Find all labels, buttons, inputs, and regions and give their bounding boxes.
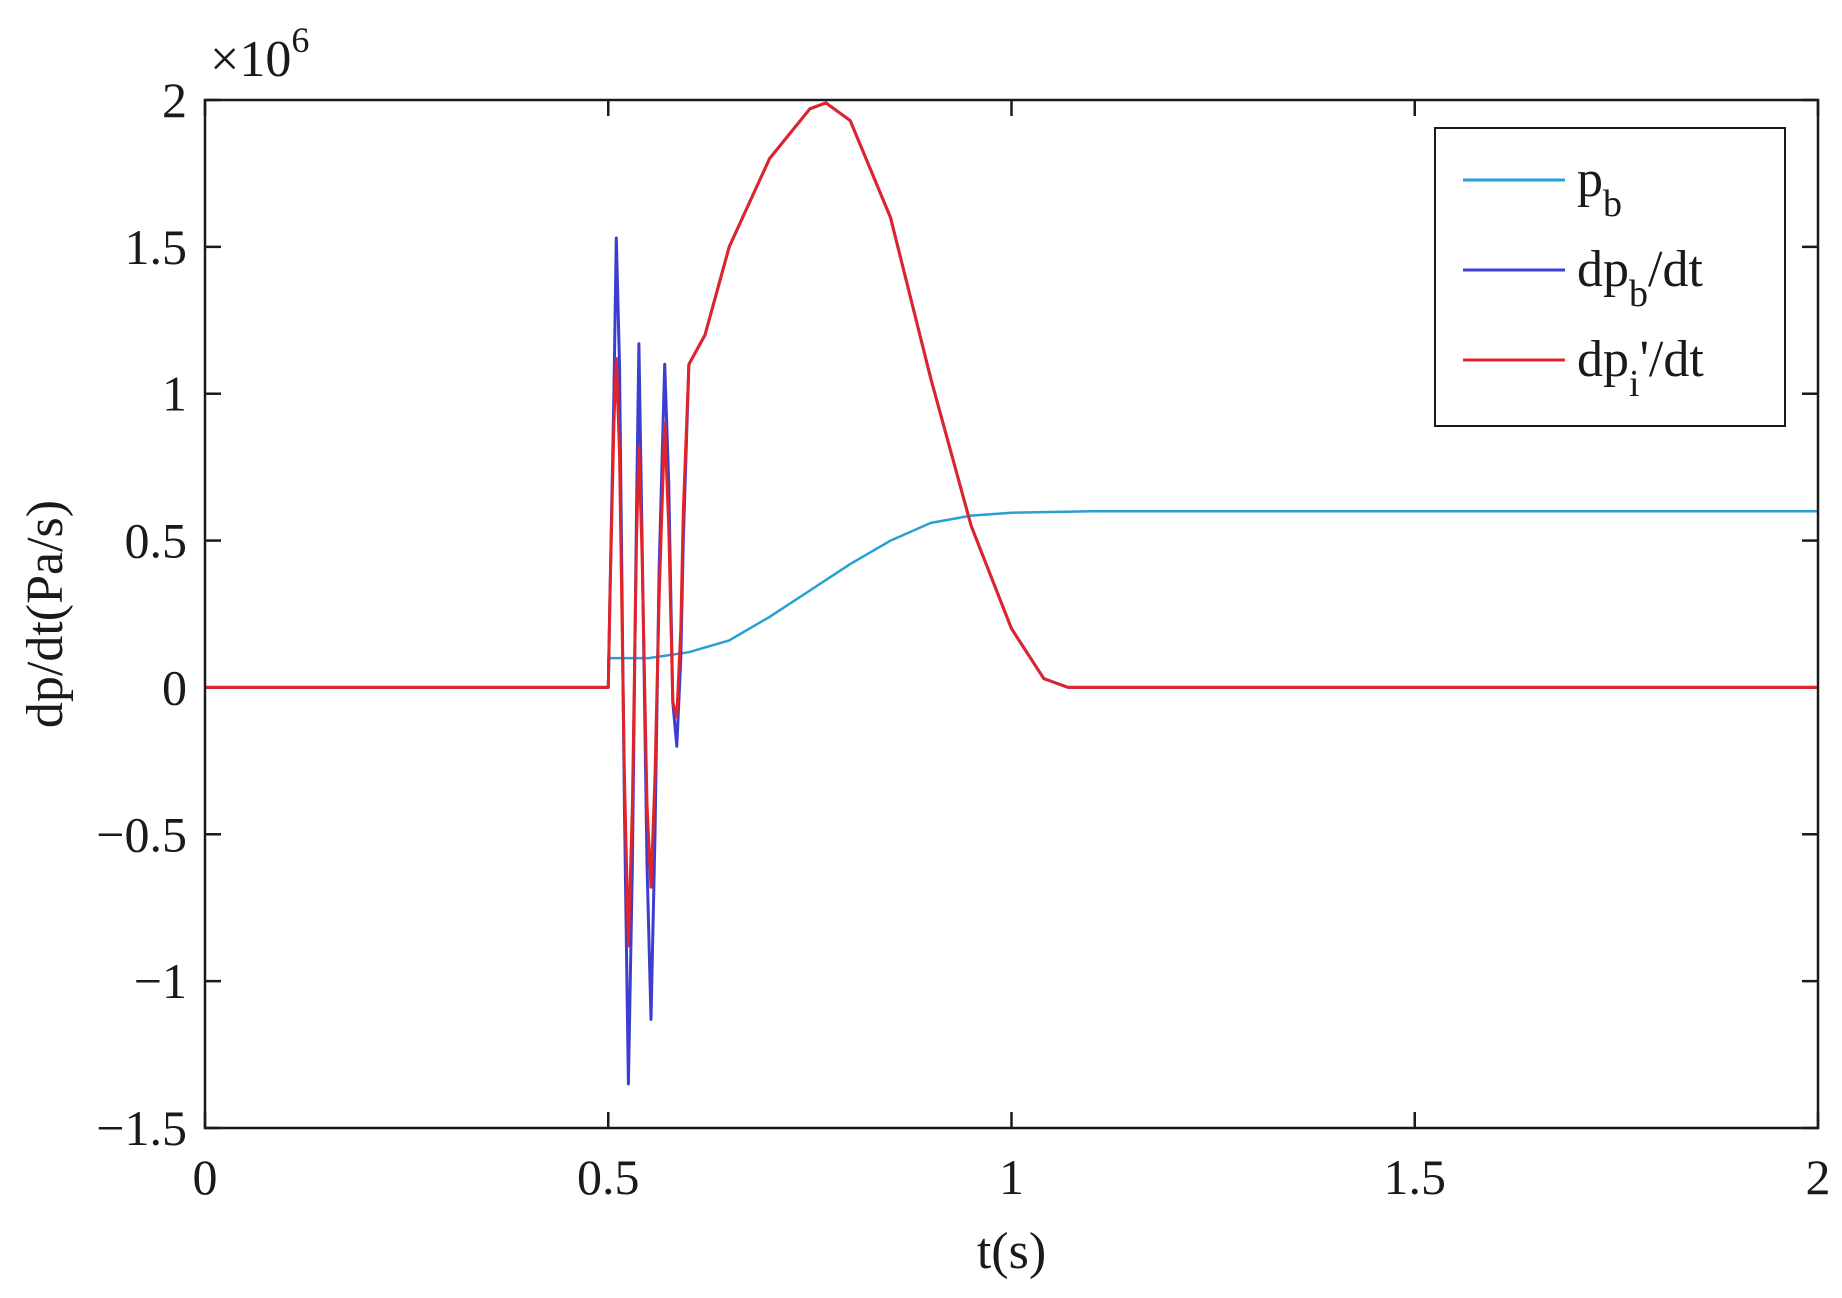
x-axis-title: t(s) [977, 1223, 1046, 1280]
series-line-3 [205, 101, 1818, 948]
x-tick-label: 1 [999, 1149, 1024, 1205]
legend-label-suffix: '/dt [1640, 331, 1705, 388]
y-tick-label: 2 [162, 72, 187, 128]
y-tick-label: 0 [162, 659, 187, 715]
x-tick-label: 0.5 [577, 1149, 640, 1205]
y-axis-title: dp/dt(Pa/s) [17, 500, 74, 728]
legend-label-main: p [1577, 151, 1603, 208]
y-tick-label: 1 [162, 366, 187, 422]
legend-label: dpi'/dt [1577, 331, 1704, 405]
legend-label: pb [1577, 151, 1622, 225]
y-tick-label: 0.5 [125, 513, 188, 569]
y-tick-label: −0.5 [96, 806, 187, 862]
exponent-power: 6 [291, 20, 309, 60]
legend-label-subscript: b [1603, 183, 1622, 225]
y-tick-label: −1 [134, 953, 187, 1009]
series-line-1 [205, 509, 1818, 689]
legend-label-subscript: i [1629, 363, 1640, 405]
legend-label-suffix: /dt [1648, 241, 1703, 298]
x-tick-label: 2 [1806, 1149, 1831, 1205]
legend-label: dpb/dt [1577, 241, 1703, 315]
plot-frame [203, 98, 1820, 1130]
series-layer [205, 101, 1818, 1086]
y-tick-label: 1.5 [125, 219, 188, 275]
y-tick-label: −1.5 [96, 1100, 187, 1156]
exponent-base: ×10 [210, 31, 291, 88]
legend-box [1434, 127, 1786, 427]
labels-layer: 0 0.5 1 1.5 2 −1.5 −1 −0.5 0 0.5 1 1.5 2 [96, 72, 1830, 1205]
x-tick-label: 1.5 [1384, 1149, 1447, 1205]
y-exponent-label: ×106 [210, 20, 309, 88]
x-tick-label: 0 [193, 1149, 218, 1205]
legend-label-subscript: b [1629, 273, 1648, 315]
legend-label-main: dp [1577, 331, 1629, 388]
legend-label-main: dp [1577, 241, 1629, 298]
